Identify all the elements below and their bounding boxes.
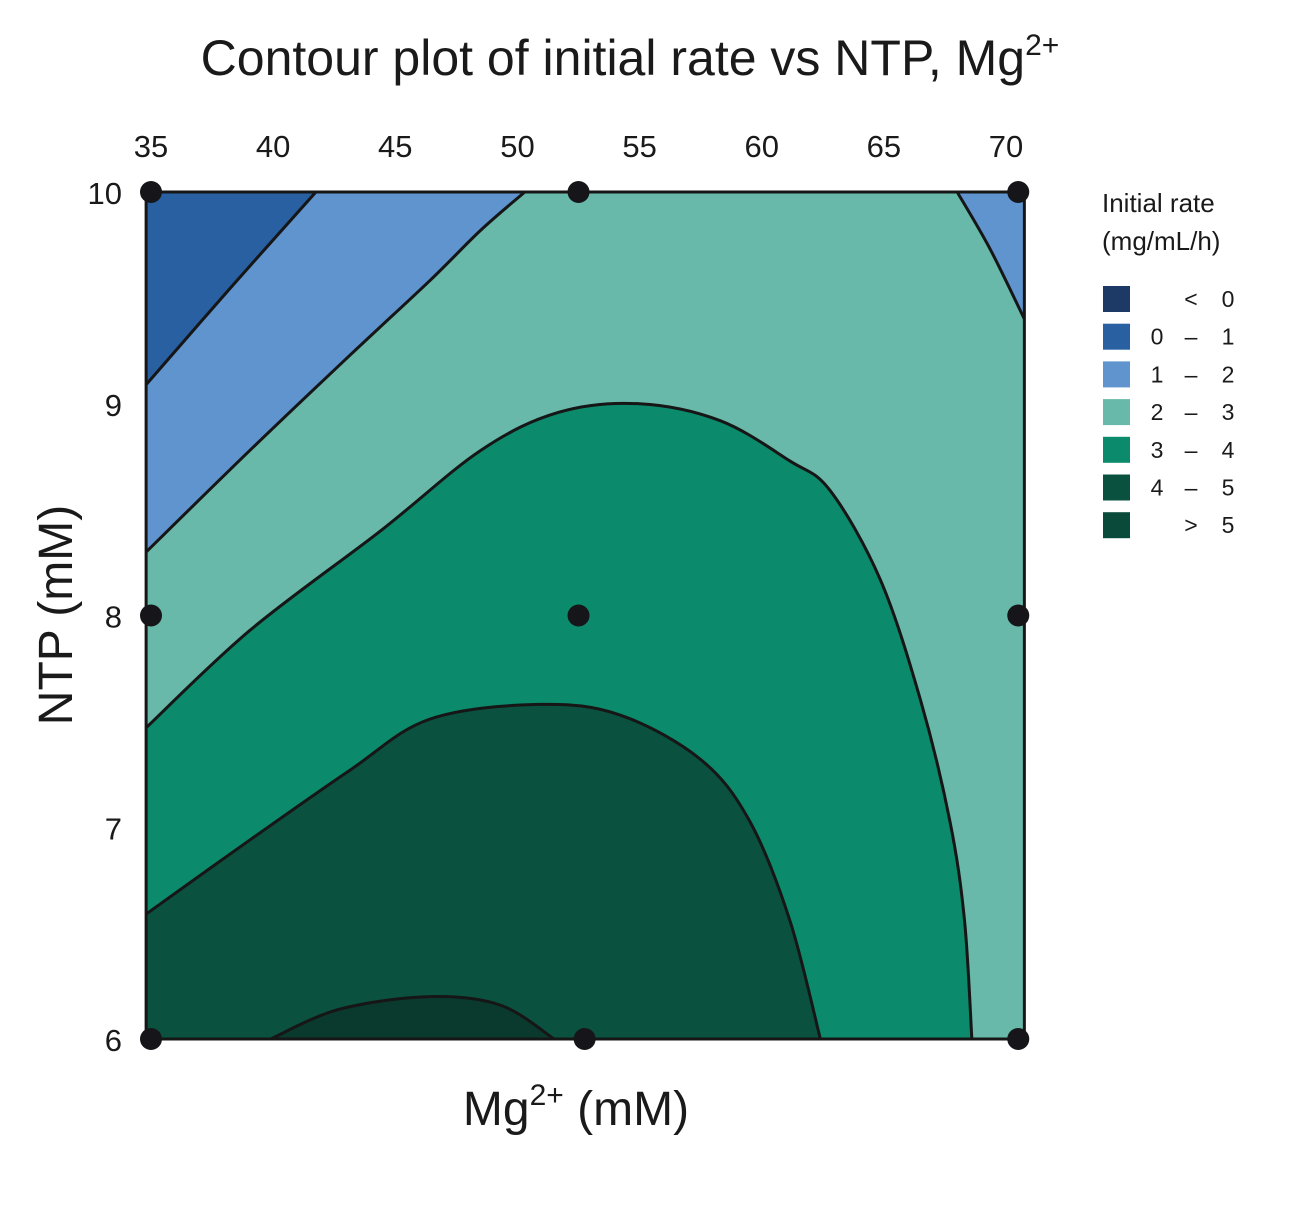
x-tick-label: 65: [867, 129, 901, 164]
x-tick-label: 55: [622, 129, 656, 164]
legend-swatch: [1103, 361, 1130, 388]
y-tick-label: 6: [105, 1023, 122, 1058]
design-point: [567, 181, 590, 203]
y-axis-label: NTP (mM): [30, 505, 83, 725]
legend-label: 1: [1222, 324, 1235, 350]
contour-band: [146, 192, 316, 385]
legend-label: >: [1184, 512, 1197, 538]
contour-band: [146, 192, 525, 552]
legend-label: 0: [1222, 286, 1235, 312]
legend-swatch: [1103, 474, 1130, 501]
legend-label: –: [1185, 361, 1198, 387]
legend-swatch: [1103, 512, 1130, 539]
legend-label: 4: [1151, 475, 1164, 501]
contour-band: [957, 192, 1025, 320]
contour-line-level-4: [145, 702, 822, 1040]
design-point: [1007, 1028, 1030, 1050]
design-point: [567, 604, 590, 627]
design-point: [140, 604, 162, 627]
legend-swatch: [1103, 323, 1130, 350]
legend-label: 3: [1222, 399, 1235, 425]
legend-label: –: [1185, 399, 1198, 425]
legend-label: 5: [1222, 512, 1235, 538]
contour-line-level-2: [955, 191, 1026, 320]
legend: Initial rate (mg/mL/h) <00–11–22–33–44–5…: [1102, 188, 1235, 539]
legend-label: –: [1185, 324, 1198, 350]
design-point: [1007, 181, 1030, 203]
contour-line-level-5: [270, 995, 555, 1041]
y-axis-ticks: 6 7 8 9 10: [88, 176, 122, 1058]
contour-line-level-2: [145, 190, 526, 554]
design-point: [1007, 604, 1030, 627]
x-tick-label: 60: [745, 129, 779, 164]
plot-area: [140, 181, 1030, 1050]
legend-label: 3: [1151, 437, 1164, 463]
x-axis-label: Mg2+ (mM): [463, 1079, 689, 1136]
legend-label: <: [1184, 286, 1197, 312]
chart-title: Contour plot of initial rate vs NTP, Mg2…: [201, 29, 1060, 86]
x-tick-label: 35: [134, 129, 168, 164]
y-tick-label: 10: [88, 176, 122, 211]
x-tick-label: 45: [378, 129, 412, 164]
legend-label: 1: [1151, 361, 1164, 387]
legend-label: 0: [1151, 324, 1164, 350]
legend-label: 5: [1222, 475, 1235, 501]
design-point: [140, 1028, 162, 1050]
design-point: [573, 1028, 596, 1050]
legend-label: –: [1185, 437, 1198, 463]
legend-swatch: [1103, 399, 1130, 426]
contour-band: [146, 704, 821, 1039]
legend-swatch: [1103, 286, 1130, 312]
y-tick-label: 8: [105, 600, 122, 635]
x-tick-label: 40: [256, 129, 290, 164]
legend-title: Initial rate: [1102, 188, 1215, 218]
legend-label: 2: [1222, 361, 1235, 387]
contour-line-level-1: [144, 191, 318, 386]
contour-band: [270, 996, 555, 1039]
x-axis-ticks: 35 40 45 50 55 60 65 70: [134, 129, 1024, 164]
legend-title-unit: (mg/mL/h): [1102, 226, 1220, 256]
contour-line-level-3: [145, 401, 974, 1040]
legend-label: –: [1185, 475, 1198, 501]
legend-swatch: [1103, 436, 1130, 463]
x-tick-label: 50: [500, 129, 534, 164]
y-tick-label: 9: [105, 388, 122, 423]
x-tick-label: 70: [989, 129, 1023, 164]
design-point: [140, 181, 162, 203]
y-tick-label: 7: [105, 811, 122, 846]
legend-label: 2: [1151, 399, 1164, 425]
legend-label: 4: [1222, 437, 1235, 463]
